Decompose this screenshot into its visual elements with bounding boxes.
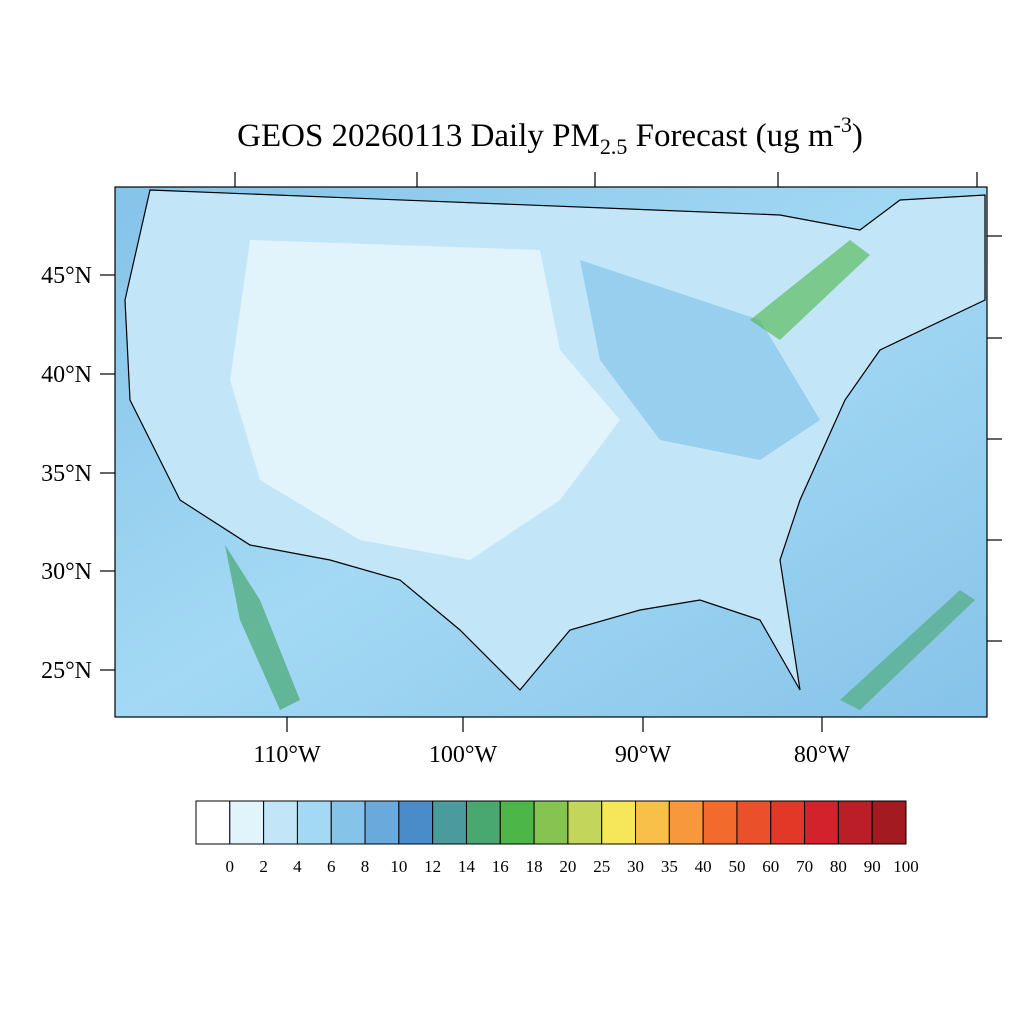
colorbar-box [837,800,873,845]
lon-label: 90°W [615,742,672,768]
colorbar-box [668,800,704,845]
colorbar-box [804,800,839,845]
lat-label: 40°N [41,362,92,388]
title-main: GEOS 20260113 Daily PM [237,118,600,154]
colorbar-label: 18 [526,857,543,876]
higher-region [580,260,820,460]
colorbar: 0 2 4 6 8 10 12 14 16 18 20 25 30 35 40 50 60 70 80 90 100 [195,800,919,876]
colorbar-label: 16 [492,857,509,876]
plume [225,545,300,710]
colorbar-label: 6 [327,857,336,876]
lon-label: 80°W [794,742,851,768]
title-sub: 2.5 [600,134,628,159]
title-sup: -3 [834,112,852,137]
colorbar-label: 0 [226,857,235,876]
lat-label: 35°N [41,461,92,487]
map [100,172,1002,732]
colorbar-box [398,800,434,845]
colorbar-label: 12 [424,857,441,876]
title: GEOS 20260113 Daily PM2.5 Forecast (ug m… [237,112,863,159]
colorbar-box [432,800,467,845]
colorbar-label: 90 [864,857,881,876]
title-middle: Forecast (ug m [627,118,834,154]
colorbar-label: 35 [661,857,678,876]
low-region [230,240,620,560]
map-frame [114,186,988,718]
colorbar-label: 8 [361,857,370,876]
colorbar-label: 40 [695,857,712,876]
axis-labels: 45°N 40°N 35°N 30°N 25°N 110°W 100°W 90°W 80°W [41,263,850,768]
colorbar-box [229,800,265,845]
colorbar-box [601,800,637,845]
colorbar-label: 30 [627,857,644,876]
title-end: ) [852,118,863,154]
colorbar-box [364,800,400,845]
plume [750,240,870,340]
lat-label: 30°N [41,559,92,585]
colorbar-label: 20 [559,857,576,876]
colorbar-box [736,800,772,845]
colorbar-box [702,800,738,845]
colorbar-label: 60 [762,857,779,876]
colorbar-box [465,800,501,845]
lon-label: 100°W [429,742,498,768]
colorbar-box [263,800,298,845]
colorbar-label: 2 [259,857,268,876]
plume [840,590,975,710]
lat-label: 45°N [41,263,92,289]
colorbar-box [195,800,231,845]
lat-label: 25°N [41,658,92,684]
colorbar-box [330,800,366,845]
colorbar-label: 14 [458,857,476,876]
colorbar-box [296,800,332,845]
colorbar-box [635,800,670,845]
colorbar-label: 25 [593,857,610,876]
lon-label: 110°W [253,742,321,768]
colorbar-box [567,800,603,845]
colorbar-label: 100 [893,857,919,876]
colorbar-label: 50 [728,857,745,876]
colorbar-box [770,800,806,845]
colorbar-box [499,800,535,845]
frame-ticks [100,172,1002,732]
colorbar-box [871,800,907,845]
colorbar-label: 4 [293,857,302,876]
colorbar-label: 10 [390,857,407,876]
colorbar-label: 80 [830,857,847,876]
colorbar-label: 70 [796,857,813,876]
colorbar-box [533,800,569,845]
